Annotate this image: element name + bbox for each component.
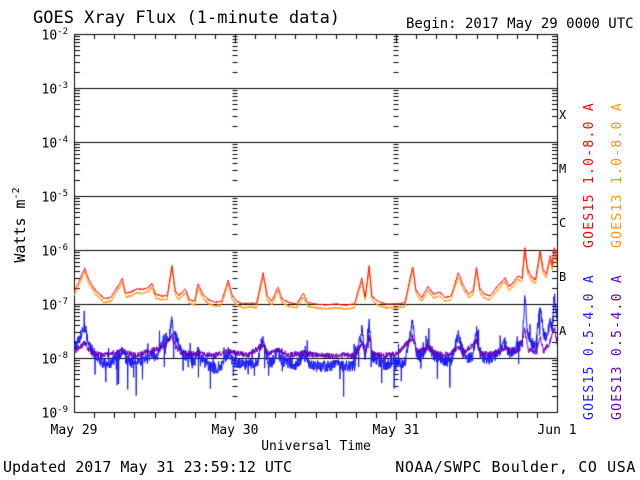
y-axis-title: Watts m-2 [11,187,29,263]
chart-title: GOES Xray Flux (1-minute data) [33,8,341,28]
y-tick-label-1e-3: 10-3 [41,81,69,98]
y-tick-label-1e-6: 10-6 [41,243,69,260]
y-tick-label-1e-8: 10-8 [41,351,69,368]
y-tick-label-1e-2: 10-2 [41,27,69,44]
x-tick-label-jun-1: Jun 1 [537,423,577,438]
flare-class-letter-a: A [559,324,567,338]
flare-class-letter-m: M [559,162,567,176]
series-label-goes13-0-5-4-0-a: GOES13 0.5-4.0 A [610,273,625,420]
updated-timestamp: Updated 2017 May 31 23:59:12 UTC [3,458,292,476]
x-tick-label-may-31: May 31 [372,423,420,438]
y-tick-label-1e-5: 10-5 [41,189,69,206]
series-label-goes13-1-0-8-0-a: GOES13 1.0-8.0 A [610,101,625,248]
flare-class-letter-c: C [559,216,567,230]
y-tick-label-1e-4: 10-4 [41,135,69,152]
series-label-goes15-0-5-4-0-a: GOES15 0.5-4.0 A [582,273,597,420]
y-tick-label-1e-7: 10-7 [41,297,69,314]
flare-class-letter-x: X [559,108,567,122]
y-tick-label-1e-9: 10-9 [41,405,69,422]
flare-class-letter-b: B [559,270,567,284]
x-axis-title: Universal Time [261,439,371,454]
x-tick-label-may-29: May 29 [50,423,98,438]
x-tick-label-may-30: May 30 [211,423,259,438]
series-label-goes15-1-0-8-0-a: GOES15 1.0-8.0 A [582,101,597,248]
source-attribution: NOAA/SWPC Boulder, CO USA [395,458,636,476]
begin-timestamp-label: Begin: 2017 May 29 0000 UTC [406,16,634,32]
